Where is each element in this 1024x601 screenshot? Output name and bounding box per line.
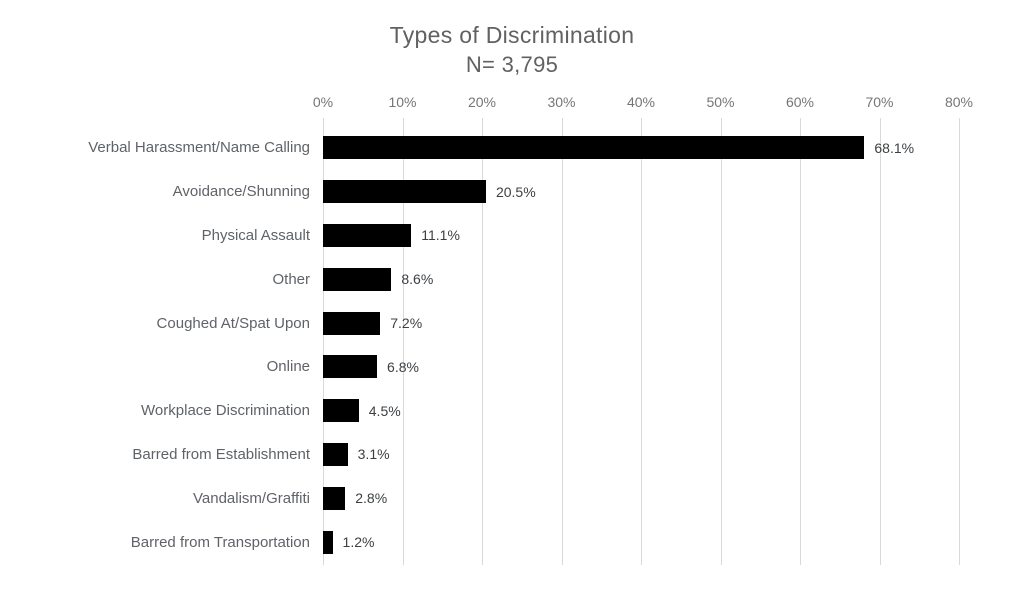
- category-label: Coughed At/Spat Upon: [156, 314, 310, 332]
- x-tick-label: 40%: [626, 94, 656, 110]
- chart-title: Types of Discrimination: [389, 22, 635, 48]
- category-label: Barred from Establishment: [132, 445, 310, 463]
- bar-value-label: 11.1%: [421, 227, 460, 244]
- bar-value-label: 68.1%: [874, 139, 915, 156]
- bar-row: 7.2%: [323, 301, 959, 345]
- bar-row: 8.6%: [323, 257, 959, 301]
- chart-header: Types of Discrimination N= 3,795: [0, 21, 1024, 79]
- bar: [323, 267, 392, 291]
- gridline: [879, 118, 881, 565]
- x-tick-label: 0%: [312, 94, 334, 110]
- category-label: Workplace Discrimination: [141, 402, 310, 420]
- category-label: Other: [272, 270, 310, 288]
- bar-rows: 68.1% 20.5% 11.1% 8.6% 7.2% 6.8% 4.5% 3.1% 2.8% 1…: [323, 126, 959, 564]
- bar-value-label: 6.8%: [387, 358, 419, 375]
- x-tick-label: 30%: [547, 94, 576, 110]
- category-label: Avoidance/Shunning: [172, 183, 310, 201]
- bar-row: 68.1%: [323, 126, 959, 170]
- x-tick-label: 10%: [388, 94, 417, 110]
- bar: [323, 355, 378, 379]
- bar: [323, 223, 412, 247]
- gridline: [561, 118, 563, 565]
- x-tick-label: 60%: [785, 94, 815, 110]
- gridline: [323, 118, 324, 565]
- bar-value-label: 3.1%: [357, 446, 390, 463]
- gridline: [720, 118, 722, 565]
- gridline: [402, 118, 404, 565]
- x-tick-label: 70%: [865, 94, 894, 110]
- category-label: Barred from Transportation: [130, 533, 310, 551]
- bar-row: 20.5%: [323, 170, 959, 214]
- bar-value-label: 20.5%: [495, 183, 536, 200]
- bar: [323, 311, 381, 335]
- bar: [323, 136, 865, 160]
- bar-value-label: 2.8%: [355, 490, 388, 507]
- category-label: Online: [266, 358, 310, 376]
- bar-row: 1.2%: [323, 520, 959, 564]
- category-label: Verbal Harassment/Name Calling: [88, 139, 310, 157]
- category-label: Physical Assault: [201, 226, 310, 244]
- bar-value-label: 8.6%: [401, 271, 434, 288]
- bar-row: 11.1%: [323, 214, 959, 258]
- bar: [323, 486, 346, 510]
- gridline: [641, 118, 642, 565]
- x-tick-label: 50%: [706, 94, 735, 110]
- x-axis: 0% 10% 20% 30% 40% 50% 60% 70% 80%: [313, 94, 973, 112]
- gridline: [800, 118, 801, 565]
- bar-value-label: 7.2%: [390, 315, 423, 332]
- bar-row: 2.8%: [323, 476, 959, 520]
- bar-row: 6.8%: [323, 345, 959, 389]
- bar: [323, 442, 348, 466]
- bar-value-label: 4.5%: [368, 402, 401, 419]
- bar-value-label: 1.2%: [342, 534, 375, 551]
- x-tick-label: 80%: [944, 94, 974, 110]
- bar-row: 4.5%: [323, 389, 959, 433]
- gridline: [959, 118, 960, 565]
- x-tick-label: 20%: [467, 94, 497, 110]
- bar-row: 3.1%: [323, 433, 959, 477]
- bar: [323, 399, 359, 423]
- category-axis: Verbal Harassment/Name Calling Avoidance/…: [0, 126, 310, 564]
- gridline: [482, 118, 483, 565]
- bar: [323, 180, 486, 204]
- chart-subtitle: N= 3,795: [465, 52, 559, 77]
- plot-area: [323, 118, 960, 565]
- category-label: Vandalism/Graffiti: [193, 489, 310, 507]
- bar: [323, 530, 333, 554]
